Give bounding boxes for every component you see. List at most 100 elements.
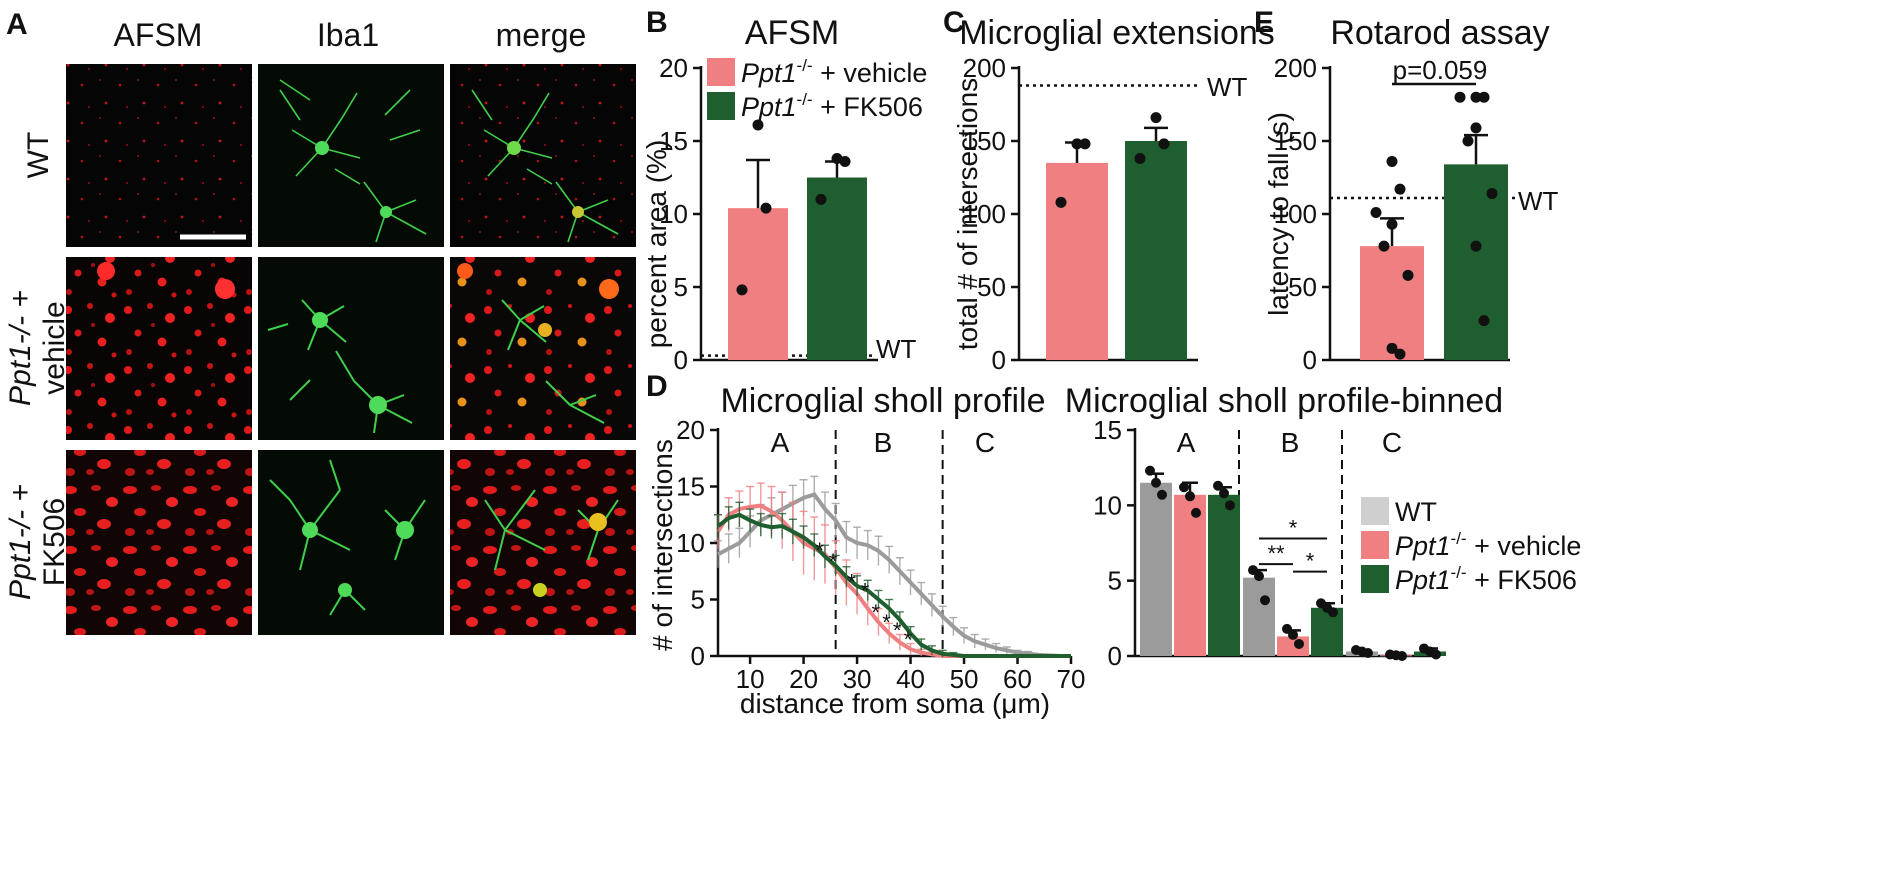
data-point-0-1 [760, 202, 772, 214]
data-point-0-5 [1402, 269, 1414, 281]
microglia-vehicle-iba1 [267, 299, 413, 434]
x-tick-label-0: 10 [736, 664, 765, 694]
significance-star-2: * [847, 569, 856, 594]
col-head-iba1: Iba1 [317, 17, 379, 53]
data-point-2-2-2 [1431, 649, 1441, 660]
data-point-0-0 [1071, 138, 1083, 150]
series-line-0 [717, 492, 1071, 658]
panel-b-title: AFSM [745, 14, 839, 52]
significance-label-0: ** [1267, 541, 1285, 566]
data-point-1-1-2 [1294, 638, 1304, 649]
svg-text:FK506: FK506 [38, 498, 71, 586]
legend-b-rest-0: + vehicle [813, 58, 928, 88]
panel-b-ref-label: WT [876, 334, 917, 364]
panel-e-letter: E [1254, 6, 1274, 39]
y-tick-label-2: 10 [676, 528, 705, 558]
soma-fk506-1 [302, 522, 318, 538]
data-point-1-0 [1150, 112, 1162, 124]
y-tick-label-4: 20 [659, 53, 688, 83]
merge-blob-5 [533, 583, 547, 597]
bar-0-1 [1243, 577, 1275, 656]
data-point-1-0-1 [1185, 491, 1195, 502]
data-point-0-0-2 [1157, 489, 1167, 500]
data-point-1-1 [1158, 138, 1170, 150]
data-point-1-6 [1470, 240, 1482, 252]
soma-fk506-2 [396, 521, 414, 539]
x-tick-label-3: 40 [896, 664, 925, 694]
microglia-wt-iba1 [279, 79, 427, 243]
svg-text:vehicle: vehicle [38, 301, 71, 394]
significance-star-4: * [871, 600, 880, 625]
legend-b-rest-1: + FK506 [813, 92, 923, 122]
legend-d-swatch-wt [1361, 497, 1389, 525]
panel-c-ref-label: WT [1207, 72, 1248, 102]
y-tick-label-2: 10 [659, 199, 688, 229]
panel-e-title: Rotarod assay [1330, 14, 1549, 52]
significance-label-1: * [1306, 549, 1315, 574]
soma-wt-1 [315, 141, 329, 155]
data-point-1-0-2 [1191, 507, 1201, 518]
data-point-2-0-2 [1225, 500, 1235, 511]
y-tick-label-3: 150 [1274, 126, 1317, 156]
significance-star-6: * [893, 618, 902, 643]
y-tick-label-4: 200 [1274, 53, 1317, 83]
image-fk506-merge [450, 450, 636, 635]
y-tick-label-0: 0 [1108, 641, 1122, 671]
legend-b-sup-0: -/- [797, 56, 813, 75]
data-point-0-1-1 [1254, 571, 1264, 582]
panel-d-title-right: Microglial sholl profile-binned [1065, 382, 1503, 420]
bar-2-0 [1208, 494, 1240, 656]
svg-text:Ppt1-/- +: Ppt1-/- + [4, 290, 37, 406]
panel-e-rotarod-chart: E Rotarod assay latency to fall (s) p=0.… [1254, 6, 1559, 375]
data-point-0-2-2 [1363, 647, 1373, 658]
data-point-1-2-2 [1397, 651, 1407, 661]
x-tick-label-1: 20 [789, 664, 818, 694]
image-fk506-iba1 [258, 450, 444, 635]
y-tick-label-3: 15 [1093, 415, 1122, 445]
data-point-1-4 [1462, 135, 1474, 147]
bar-1-0 [1174, 494, 1206, 656]
panel-d-binned-bar-chart: Microglial sholl profile-binned A B C WT… [1065, 382, 1582, 671]
legend-d-geno-0: WT [1395, 497, 1437, 527]
panel-b-ylabel: percent area (%) [641, 140, 672, 349]
col-head-afsm: AFSM [114, 17, 203, 53]
legend-b-geno-1: Ppt1 [741, 92, 797, 122]
y-tick-label-0: 0 [691, 641, 705, 671]
bar-1 [1444, 164, 1508, 360]
soma-vehicle-2 [369, 396, 387, 414]
bar-2-1 [1311, 607, 1343, 656]
panel-e-ylabel: latency to fall (s) [1263, 112, 1294, 316]
legend-d-sup-2: -/- [1451, 563, 1467, 582]
soma-vehicle-1 [312, 312, 328, 328]
panel-d-sholl-line-chart: D Microglial sholl profile # of intersec… [646, 370, 1085, 719]
legend-b: Ppt1-/- + vehicle Ppt1-/- + FK506 [707, 56, 927, 122]
svg-text:Ppt1-/- + FK506: Ppt1-/- + FK506 [1395, 563, 1577, 595]
panel-c-ylabel: total # of intersections [952, 78, 983, 350]
data-point-0-1-2 [1260, 595, 1270, 606]
zone-a-right: A [1177, 427, 1196, 458]
legend-b-swatch-fk506 [707, 92, 735, 120]
image-fk506-afsm [66, 450, 252, 635]
legend-d-geno-2: Ppt1 [1395, 565, 1451, 595]
zone-b-left: B [874, 427, 893, 458]
data-point-0-0 [1386, 155, 1398, 167]
data-point-1-1-1 [1288, 629, 1298, 640]
y-tick-label-1: 50 [1288, 272, 1317, 302]
significance-star-5: * [882, 610, 891, 635]
zone-c-left: C [975, 427, 995, 458]
afsm-blob-1 [97, 262, 115, 280]
data-point-0-6 [1386, 342, 1398, 354]
data-point-0-7 [1394, 348, 1406, 360]
zone-c-right: C [1382, 427, 1402, 458]
data-point-2-0-0 [1213, 480, 1223, 491]
legend-d-swatch-vehicle [1361, 531, 1389, 559]
merge-blob-2 [599, 279, 619, 299]
y-tick-label-1: 50 [977, 272, 1006, 302]
bar-0 [1046, 162, 1108, 360]
y-tick-label-3: 15 [676, 472, 705, 502]
panel-d-letter: D [646, 370, 668, 403]
legend-b-swatch-vehicle [707, 58, 735, 86]
significance-label-2: * [1289, 515, 1298, 540]
soma-wt-2 [380, 206, 392, 218]
